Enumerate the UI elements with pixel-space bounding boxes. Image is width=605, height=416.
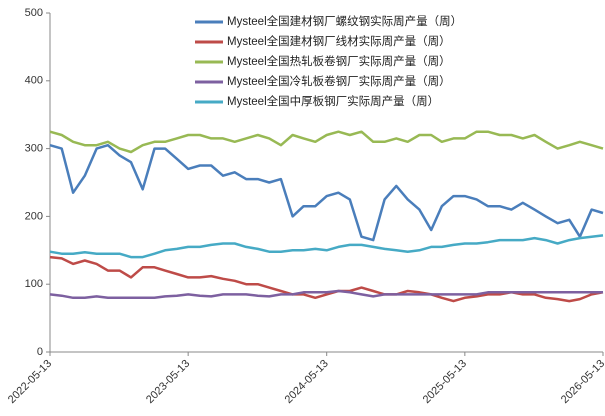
y-tick-label: 200 [25, 210, 43, 222]
y-tick-label: 100 [25, 278, 43, 290]
y-tick-label: 0 [37, 346, 43, 358]
x-tick-label: 2023-05-13 [144, 358, 192, 406]
series-line [49, 143, 604, 242]
y-tick-label: 500 [25, 7, 43, 19]
series-line [49, 289, 603, 300]
legend-label: Mysteel全国中厚板钢厂实际周产量（周） [227, 94, 439, 108]
legend-label: Mysteel全国建材钢厂线材实际周产量（周） [227, 34, 451, 48]
legend-label: Mysteel全国冷轧板卷钢厂实际周产量（周） [227, 74, 451, 88]
series-line [49, 234, 604, 259]
y-tick-label: 300 [25, 143, 43, 155]
x-tick-label: 2026-05-13 [559, 358, 605, 406]
legend-label: Mysteel全国建材钢厂螺纹钢实际周产量（周） [227, 14, 462, 28]
series-line [49, 255, 604, 303]
series-line [49, 130, 604, 154]
x-tick-label: 2025-05-13 [421, 358, 469, 406]
x-tick-label: 2024-05-13 [283, 358, 331, 406]
legend-label: Mysteel全国热轧板卷钢厂实际周产量（周） [227, 54, 451, 68]
y-tick-label: 400 [25, 75, 43, 87]
x-tick-label: 2022-05-13 [6, 358, 54, 406]
